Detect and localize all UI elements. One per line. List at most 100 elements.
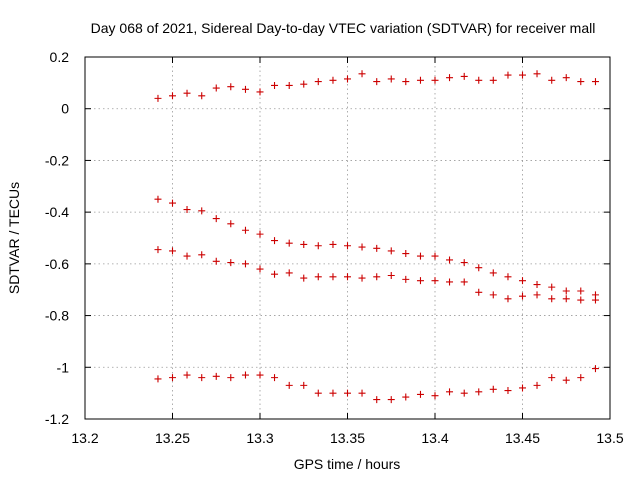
data-point-sat-4 [212,372,220,380]
data-point-sat-2 [489,269,497,277]
x-tick-label: 13.3 [246,430,273,446]
data-point-sat-3 [446,278,454,286]
data-points [154,70,599,404]
data-point-sat-1 [183,89,191,97]
data-point-sat-3 [271,270,279,278]
data-point-sat-3 [256,265,264,273]
data-point-sat-2 [314,242,322,250]
data-point-sat-1 [344,75,351,83]
data-point-sat-4 [285,381,293,389]
data-point-sat-4 [402,393,410,401]
data-point-sat-1 [241,85,249,93]
data-point-sat-3 [416,277,424,285]
x-tick-label: 13.5 [596,430,623,446]
data-point-sat-1 [475,76,483,84]
y-tick-label: -1 [57,359,70,375]
data-point-sat-4 [241,371,249,379]
data-point-sat-4 [387,396,395,404]
y-axis-tick-labels: 0.2 0 -0.2 -0.4 -0.6 -0.8 -1 -1.2 [45,49,69,427]
data-point-sat-4 [504,387,512,395]
chart-title: Day 068 of 2021, Sidereal Day-to-day VTE… [91,20,596,36]
data-point-sat-4 [577,374,585,382]
data-point-sat-1 [212,84,220,92]
data-point-sat-1 [577,78,585,86]
data-point-sat-4 [533,381,541,389]
data-point-sat-4 [519,384,526,392]
data-point-sat-1 [314,78,322,86]
data-point-sat-3 [227,259,235,267]
data-point-sat-1 [519,71,526,79]
data-point-sat-1 [533,70,541,78]
data-point-sat-2 [431,252,439,260]
data-point-sat-3 [475,288,483,296]
data-point-sat-2 [271,237,279,245]
data-point-sat-4 [300,381,308,389]
data-point-sat-3 [489,291,497,299]
data-point-sat-3 [431,277,439,285]
data-point-sat-4 [373,396,381,404]
data-point-sat-2 [562,287,570,295]
data-point-sat-4 [489,385,497,393]
data-point-sat-2 [446,256,454,264]
data-point-sat-4 [431,392,439,400]
data-point-sat-4 [446,388,454,396]
y-tick-label: -1.2 [45,411,69,427]
data-point-sat-2 [169,199,176,207]
x-axis-label: GPS time / hours [294,456,401,472]
data-point-sat-3 [212,257,220,265]
data-point-sat-1 [285,81,293,89]
data-point-sat-4 [169,374,176,382]
data-point-sat-1 [300,80,308,88]
data-point-sat-1 [387,75,395,83]
data-point-sat-4 [358,389,366,397]
data-point-sat-1 [402,78,410,86]
data-point-sat-4 [416,390,424,398]
data-point-sat-2 [504,273,512,281]
data-point-sat-1 [591,78,599,86]
axis-ticks [84,56,611,420]
data-point-sat-2 [285,239,293,247]
x-tick-label: 13.25 [155,430,190,446]
data-point-sat-1 [548,76,556,84]
y-axis-label: SDTVAR / TECUs [6,182,22,294]
data-point-sat-1 [373,78,381,86]
data-point-sat-1 [489,76,497,84]
y-tick-label: -0.4 [45,204,69,220]
data-point-sat-3 [519,292,526,300]
data-point-sat-4 [475,388,483,396]
data-point-sat-3 [329,273,337,281]
data-point-sat-4 [183,371,191,379]
data-point-sat-1 [358,70,366,78]
data-point-sat-3 [577,296,585,304]
data-point-sat-4 [344,389,351,397]
data-point-sat-2 [198,207,206,215]
data-point-sat-3 [314,273,322,281]
data-point-sat-4 [271,374,279,382]
data-point-sat-1 [154,94,162,102]
data-point-sat-3 [300,274,308,282]
data-point-sat-1 [460,72,468,80]
y-tick-label: -0.8 [45,308,69,324]
data-point-sat-2 [329,240,337,248]
data-point-sat-3 [358,274,366,282]
data-point-sat-3 [402,275,410,283]
data-point-sat-1 [227,83,235,91]
data-point-sat-1 [504,71,512,79]
data-point-sat-1 [271,81,279,89]
data-point-sat-2 [227,220,235,228]
x-tick-label: 13.2 [71,430,98,446]
data-point-sat-2 [212,215,220,223]
data-point-sat-4 [460,389,468,397]
data-point-sat-4 [329,389,337,397]
y-tick-label: -0.2 [45,152,69,168]
data-point-sat-3 [285,269,293,277]
data-point-sat-3 [154,246,162,254]
data-point-sat-3 [460,278,468,286]
data-point-sat-1 [256,88,264,96]
data-point-sat-1 [169,92,176,100]
data-point-sat-3 [533,291,541,299]
data-point-sat-3 [548,295,556,303]
data-point-sat-3 [198,251,206,259]
data-point-sat-2 [387,247,395,255]
